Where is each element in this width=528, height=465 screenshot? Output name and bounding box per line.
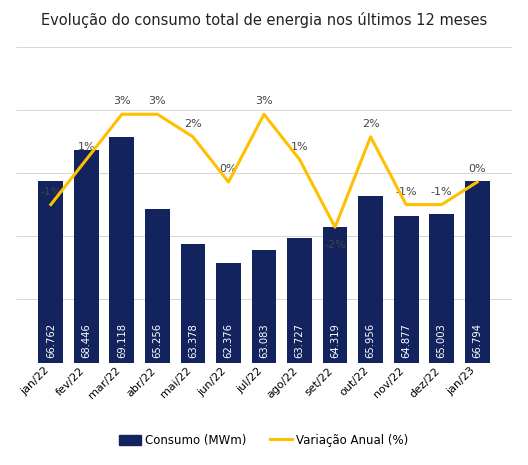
Bar — [145, 209, 170, 465]
Text: 3%: 3% — [148, 96, 166, 106]
Text: 64.877: 64.877 — [401, 323, 411, 358]
Text: 2%: 2% — [184, 119, 202, 129]
Bar — [323, 226, 347, 465]
Text: -1%: -1% — [395, 186, 417, 197]
Text: 2%: 2% — [362, 119, 380, 129]
Text: 62.376: 62.376 — [223, 323, 233, 358]
Text: 65.956: 65.956 — [365, 323, 375, 358]
Bar — [429, 214, 454, 465]
Bar — [394, 216, 419, 465]
Bar — [216, 263, 241, 465]
Text: 66.762: 66.762 — [46, 323, 56, 358]
Bar — [39, 181, 63, 465]
Bar — [465, 180, 489, 465]
Text: 3%: 3% — [255, 96, 273, 106]
Text: -1%: -1% — [40, 186, 62, 197]
Bar — [109, 137, 134, 465]
Text: 63.727: 63.727 — [295, 323, 305, 358]
Text: 0%: 0% — [220, 164, 237, 174]
Text: 65.256: 65.256 — [153, 323, 163, 358]
Text: 68.446: 68.446 — [81, 323, 91, 358]
Text: 69.118: 69.118 — [117, 323, 127, 358]
Text: -1%: -1% — [431, 186, 452, 197]
Bar — [287, 238, 312, 465]
Text: 0%: 0% — [468, 164, 486, 174]
Text: 63.083: 63.083 — [259, 323, 269, 358]
Text: -2%: -2% — [324, 239, 346, 250]
Bar — [358, 196, 383, 465]
Text: Evolução do consumo total de energia nos últimos 12 meses: Evolução do consumo total de energia nos… — [41, 12, 487, 27]
Bar — [74, 150, 99, 465]
Text: 64.319: 64.319 — [330, 323, 340, 358]
Bar — [181, 244, 205, 465]
Text: 66.794: 66.794 — [472, 323, 482, 358]
Text: 3%: 3% — [113, 96, 131, 106]
Bar — [251, 250, 277, 465]
Text: 65.003: 65.003 — [437, 323, 447, 358]
Text: 1%: 1% — [78, 141, 95, 152]
Legend: Consumo (MWm), Variação Anual (%): Consumo (MWm), Variação Anual (%) — [115, 429, 413, 452]
Text: 63.378: 63.378 — [188, 323, 198, 358]
Text: 1%: 1% — [291, 141, 308, 152]
